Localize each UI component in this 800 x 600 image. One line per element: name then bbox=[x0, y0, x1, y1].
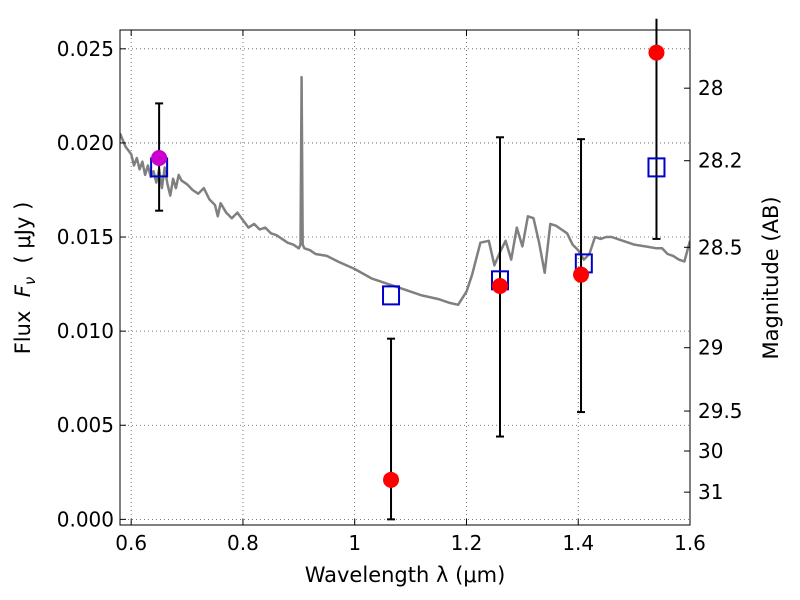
y2-tick-label: 28 bbox=[698, 76, 723, 100]
axis-labels: Wavelength λ (μm) Flux Fν ( μJy ) Magnit… bbox=[11, 196, 783, 587]
y2-tick-label: 29 bbox=[698, 336, 723, 360]
x-tick-label: 0.6 bbox=[115, 531, 147, 555]
y2-tick-label: 28.2 bbox=[698, 149, 743, 173]
model-spectrum-line bbox=[120, 75, 690, 307]
y-axis-label-prefix: Flux bbox=[11, 297, 35, 354]
y-axis-label-subscript: ν bbox=[21, 277, 39, 285]
y-tick-label: 0.010 bbox=[57, 319, 114, 343]
y-tick-label: 0.005 bbox=[57, 413, 114, 437]
grid bbox=[120, 30, 690, 525]
synthetic-photometry-square bbox=[382, 285, 401, 306]
x-axis-label: Wavelength λ (μm) bbox=[305, 563, 506, 587]
axis-ticks: 0.6 0.8 1 1.2 1.4 1.6 0.000 0.005 0.010 0.015 0.02… bbox=[57, 30, 743, 555]
plot-frame bbox=[119, 29, 691, 526]
x-tick-label: 0.8 bbox=[227, 531, 259, 555]
y-tick-label: 0.000 bbox=[57, 507, 114, 531]
y2-tick-label: 30 bbox=[698, 439, 723, 463]
y2-tick-label: 29.5 bbox=[698, 399, 743, 423]
y-tick-label: 0.025 bbox=[57, 37, 114, 61]
y2-tick-label: 31 bbox=[698, 480, 723, 504]
y-tick-label: 0.020 bbox=[57, 131, 114, 155]
plot-area bbox=[120, 75, 690, 307]
observed-photometry-point bbox=[492, 277, 508, 294]
observed-photometry-point bbox=[383, 471, 400, 488]
x-tick-label: 1.2 bbox=[451, 531, 483, 555]
observed-photometry-point bbox=[648, 44, 665, 61]
y-axis-label-symbol: F bbox=[11, 284, 35, 297]
observed-photometry-point bbox=[573, 266, 590, 283]
x-tick-label: 1.4 bbox=[562, 531, 594, 555]
synthetic-photometry-square bbox=[647, 157, 666, 178]
y-tick-label: 0.015 bbox=[57, 225, 114, 249]
x-tick-label: 1 bbox=[348, 531, 361, 555]
y2-tick-label: 28.5 bbox=[698, 235, 743, 259]
x-tick-label: 1.6 bbox=[674, 531, 706, 555]
y-axis-label-suffix: ( μJy ) bbox=[11, 202, 35, 277]
highlighted-photometry-point bbox=[151, 149, 168, 166]
y-axis-label: Flux Fν ( μJy ) bbox=[11, 202, 39, 355]
markers bbox=[150, 44, 666, 488]
y2-axis-label: Magnitude (AB) bbox=[759, 196, 783, 359]
